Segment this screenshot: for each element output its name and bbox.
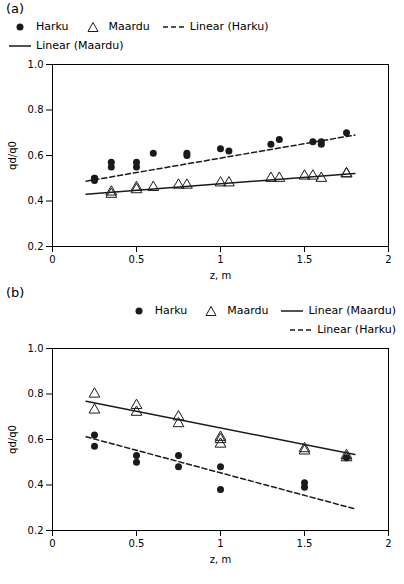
html-text:Linear (Harku): Linear (Harku) [317,323,396,336]
svg-text:0.5: 0.5 [129,538,145,549]
svg-text:0: 0 [49,254,55,265]
svg-text:qd/q0: qd/q0 [7,141,18,170]
svg-text:0.2: 0.2 [28,241,44,252]
svg-text:0.6: 0.6 [28,434,44,445]
svg-text:0: 0 [49,538,55,549]
svg-text:0.8: 0.8 [28,104,44,115]
svg-text:1.5: 1.5 [297,254,313,265]
svg-text:z, m: z, m [210,270,231,281]
svg-text:0.5: 0.5 [129,254,145,265]
html-text:(b): (b) [6,285,25,300]
html-text:(a): (a) [6,1,25,16]
html-text:Linear (Maardu): Linear (Maardu) [36,39,124,52]
svg-text:qd/q0: qd/q0 [7,425,18,454]
svg-text:0.8: 0.8 [28,388,44,399]
svg-text:z, m: z, m [210,554,231,565]
svg-text:0.6: 0.6 [28,150,44,161]
html-text:Harku: Harku [154,304,188,317]
svg-text:1.0: 1.0 [28,59,44,70]
svg-text:1: 1 [217,538,223,549]
html-text:Harku: Harku [36,20,69,33]
html-text:Maardu: Maardu [227,304,269,317]
svg-text:0.2: 0.2 [28,525,44,536]
html-text:Maardu: Maardu [108,20,150,33]
svg-text:1: 1 [217,254,223,265]
svg-text:0.4: 0.4 [28,479,44,490]
svg-text:1.0: 1.0 [28,343,44,354]
svg-text:2: 2 [385,538,391,549]
svg-text:1.5: 1.5 [297,538,313,549]
html-text:Linear (Maardu): Linear (Maardu) [308,304,396,317]
html-text:Linear (Harku): Linear (Harku) [189,20,269,33]
svg-text:2: 2 [385,254,391,265]
svg-text:0.4: 0.4 [28,195,44,206]
